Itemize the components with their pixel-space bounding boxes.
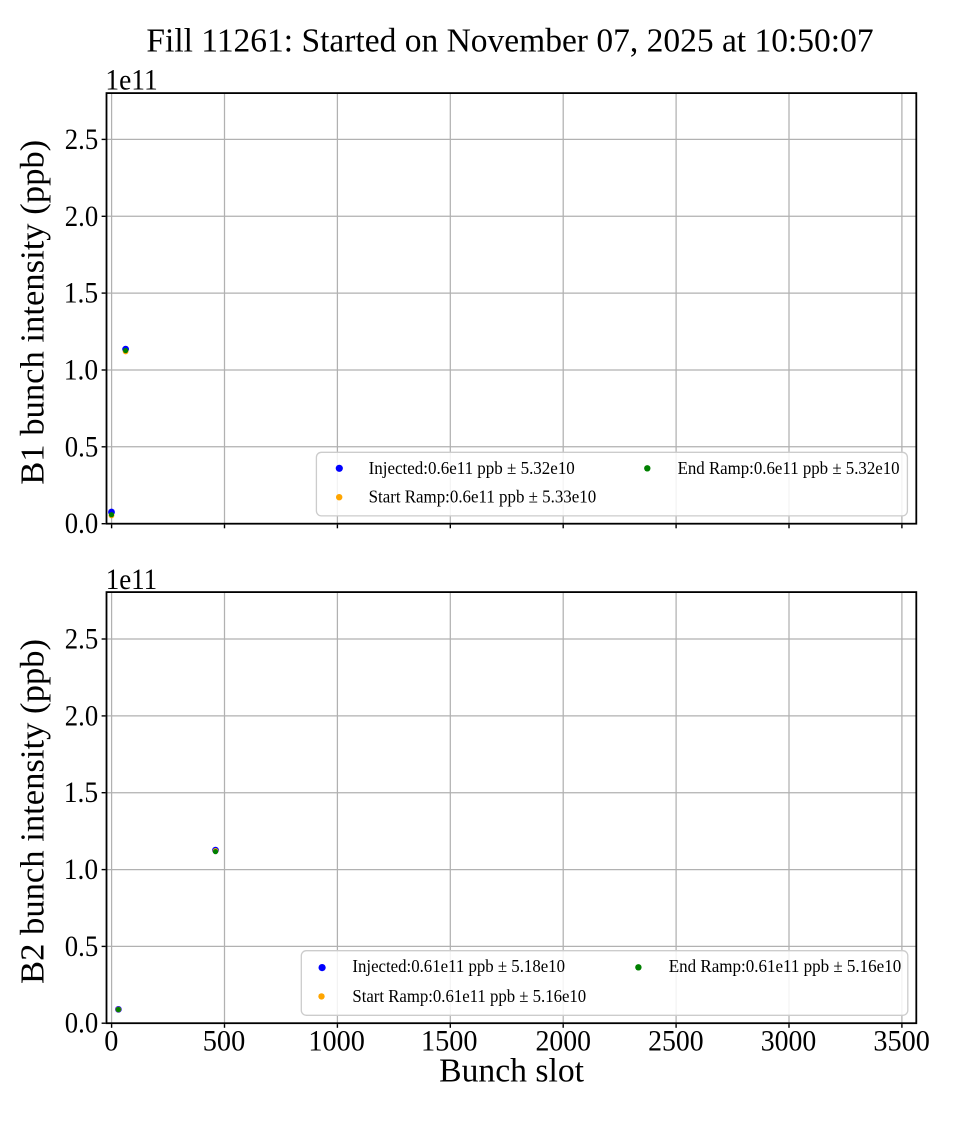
svg-text:1e11: 1e11 bbox=[105, 64, 157, 96]
svg-text:3000: 3000 bbox=[761, 1026, 817, 1058]
svg-text:End Ramp:0.6e11 ppb ± 5.32e10: End Ramp:0.6e11 ppb ± 5.32e10 bbox=[678, 458, 900, 478]
svg-text:2.5: 2.5 bbox=[65, 124, 98, 156]
svg-text:1e11: 1e11 bbox=[106, 564, 158, 596]
svg-text:Injected:0.61e11 ppb ± 5.18e10: Injected:0.61e11 ppb ± 5.18e10 bbox=[352, 956, 565, 976]
svg-text:0.5: 0.5 bbox=[65, 431, 98, 463]
svg-text:1.5: 1.5 bbox=[64, 777, 98, 809]
svg-text:0: 0 bbox=[104, 1026, 118, 1058]
svg-text:0.0: 0.0 bbox=[65, 508, 98, 540]
svg-text:Bunch slot: Bunch slot bbox=[439, 1052, 585, 1089]
svg-text:2000: 2000 bbox=[536, 1026, 592, 1058]
svg-text:3500: 3500 bbox=[873, 1026, 930, 1058]
svg-text:1.0: 1.0 bbox=[64, 854, 98, 886]
svg-text:0.0: 0.0 bbox=[65, 1008, 98, 1040]
svg-text:2.0: 2.0 bbox=[65, 201, 98, 233]
svg-text:2.0: 2.0 bbox=[65, 700, 98, 732]
svg-text:2500: 2500 bbox=[648, 1026, 704, 1058]
svg-text:B1 bunch intensity (ppb): B1 bunch intensity (ppb) bbox=[15, 140, 52, 485]
svg-text:1.5: 1.5 bbox=[64, 278, 98, 310]
svg-text:2.5: 2.5 bbox=[65, 624, 98, 656]
svg-text:B2 bunch intensity (ppb): B2 bunch intensity (ppb) bbox=[15, 639, 52, 984]
svg-text:Fill 11261: Started on Novembe: Fill 11261: Started on November 07, 2025… bbox=[146, 22, 873, 59]
svg-text:1000: 1000 bbox=[308, 1026, 365, 1058]
svg-text:End Ramp:0.61e11 ppb ± 5.16e10: End Ramp:0.61e11 ppb ± 5.16e10 bbox=[669, 956, 901, 976]
svg-text:Start Ramp:0.61e11 ppb ± 5.16e: Start Ramp:0.61e11 ppb ± 5.16e10 bbox=[352, 986, 586, 1006]
svg-text:1500: 1500 bbox=[421, 1026, 478, 1058]
svg-text:Start Ramp:0.6e11 ppb ± 5.33e1: Start Ramp:0.6e11 ppb ± 5.33e10 bbox=[369, 486, 597, 506]
svg-text:500: 500 bbox=[203, 1026, 246, 1058]
svg-text:Injected:0.6e11 ppb ± 5.32e10: Injected:0.6e11 ppb ± 5.32e10 bbox=[369, 458, 575, 478]
svg-text:0.5: 0.5 bbox=[65, 931, 98, 963]
svg-text:1.0: 1.0 bbox=[64, 355, 98, 387]
